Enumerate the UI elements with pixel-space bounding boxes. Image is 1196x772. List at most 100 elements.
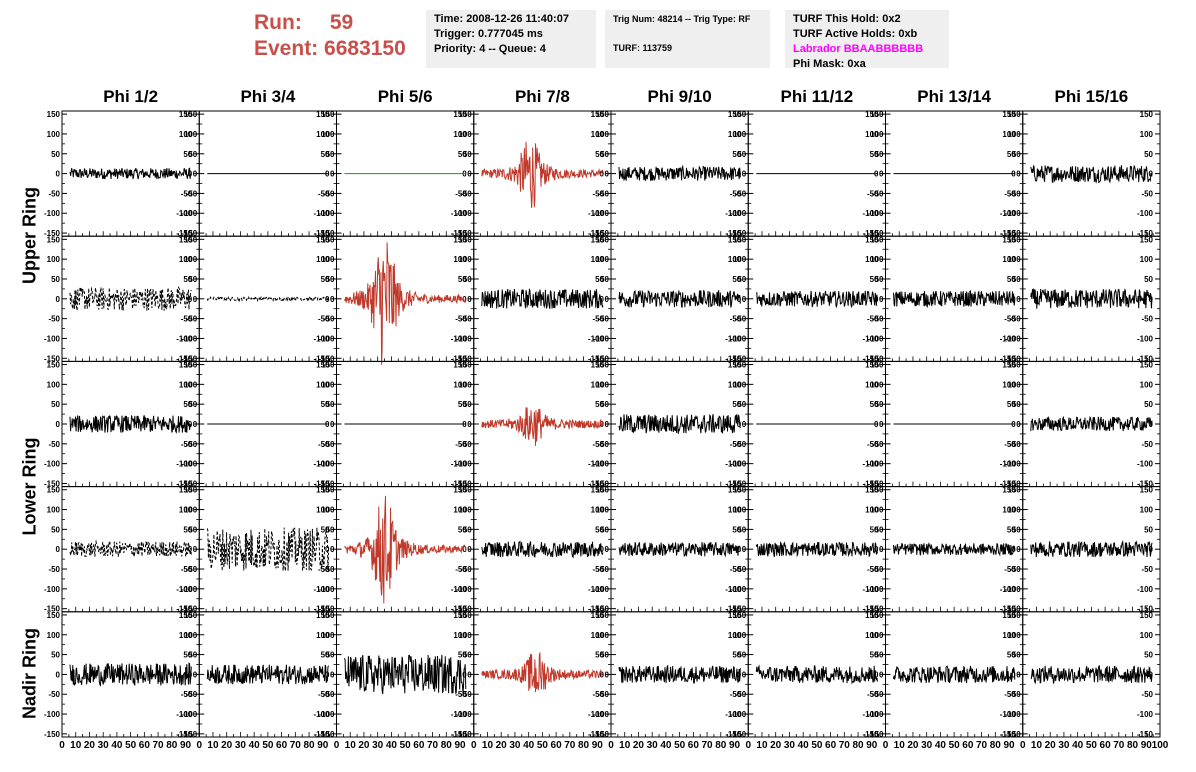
ytick-label: 0 [879, 670, 884, 679]
ytick-label: -50 [460, 440, 472, 449]
ytick-label: -100 [593, 585, 610, 594]
ytick-label-right: -150 [1000, 479, 1017, 488]
ytick-label-right: -50 [592, 690, 604, 699]
ytick-label-right: 100 [865, 255, 879, 264]
ytick-label: -150 [867, 479, 884, 488]
xtick-label: 20 [496, 740, 508, 751]
ytick-label-right: 150 [591, 110, 605, 119]
ytick-label: 50 [875, 275, 884, 284]
ytick-label: -100 [181, 710, 198, 719]
ytick-label: 0 [330, 170, 335, 179]
ytick-label-right: 50 [870, 400, 879, 409]
ytick-label-right: 150 [453, 611, 467, 620]
ytick-label-right: -100 [1000, 460, 1017, 469]
ytick-label-right: -150 [1000, 229, 1017, 238]
ytick-label-right: 50 [458, 525, 467, 534]
ytick-label: 50 [737, 400, 746, 409]
ytick-label: 50 [51, 651, 60, 660]
ytick-label-right: 50 [458, 275, 467, 284]
xtick-label: 40 [1072, 740, 1084, 751]
ytick-label-right: -50 [592, 189, 604, 198]
ytick-label: -150 [44, 730, 61, 739]
xtick-label: 80 [578, 740, 590, 751]
ytick-label: 50 [326, 525, 335, 534]
ytick-label-right: -150 [1137, 605, 1154, 614]
ytick-label-right: 150 [453, 235, 467, 244]
waveform-trace [618, 289, 741, 308]
ytick-label-right: -150 [1137, 479, 1154, 488]
xtick-label: 80 [990, 740, 1002, 751]
waveform-trace [618, 664, 741, 684]
ytick-label: 0 [879, 420, 884, 429]
ytick-label: 100 [596, 255, 610, 264]
waveform-trace [344, 242, 467, 365]
waveform-trace [344, 495, 467, 604]
ytick-label-right: -50 [318, 440, 330, 449]
ytick-label: -50 [186, 440, 198, 449]
ytick-label-right: 100 [591, 506, 605, 515]
ytick-label-right: 100 [453, 631, 467, 640]
ytick-label: -100 [44, 585, 61, 594]
ytick-label: 50 [51, 525, 60, 534]
ytick-label-right: -150 [725, 605, 742, 614]
trig-num-text: Trig Num: 48214 -- Trig Type: RF [613, 14, 751, 24]
ytick-label: 150 [47, 486, 61, 495]
ytick-label-right: 100 [179, 380, 193, 389]
ytick-label: 50 [463, 525, 472, 534]
ytick-label: -100 [44, 710, 61, 719]
xtick-label: 70 [290, 740, 302, 751]
ytick-label: 100 [321, 631, 335, 640]
ytick-label-right: -100 [451, 334, 468, 343]
ytick-label-right: -100 [176, 710, 193, 719]
ytick-label-right: 100 [728, 130, 742, 139]
xtick-label: 20 [770, 740, 782, 751]
ytick-label: -50 [597, 440, 609, 449]
ytick-label-right: -50 [181, 315, 193, 324]
ytick-label: -150 [1005, 605, 1022, 614]
ytick-label: 50 [1012, 275, 1021, 284]
xtick-label: 0 [1020, 740, 1026, 751]
xtick-label: 70 [1113, 740, 1125, 751]
ytick-label-right: -150 [1137, 229, 1154, 238]
xtick-label: 10 [894, 740, 906, 751]
ytick-label-right: -100 [725, 710, 742, 719]
ytick-label: 0 [330, 670, 335, 679]
ytick-label: -150 [181, 605, 198, 614]
ytick-label: 0 [193, 545, 198, 554]
ytick-label: 150 [1007, 486, 1021, 495]
ytick-label-right: 150 [179, 361, 193, 370]
ytick-label-right: -100 [313, 334, 330, 343]
ytick-label-right: 150 [728, 611, 742, 620]
xtick-label: 40 [935, 740, 947, 751]
ytick-label: -50 [872, 189, 884, 198]
ytick-label-right: -50 [730, 690, 742, 699]
ytick-label: 150 [184, 235, 198, 244]
waveform-trace [1030, 288, 1153, 309]
ytick-label: -150 [181, 730, 198, 739]
ytick-label-right: 50 [321, 275, 330, 284]
ytick-label: 100 [596, 380, 610, 389]
ytick-label-right: -150 [1000, 354, 1017, 363]
ytick-label: -50 [597, 315, 609, 324]
ytick-label-right: -50 [730, 315, 742, 324]
ytick-label-right: 50 [1007, 150, 1016, 159]
ytick-label-right: -150 [1137, 354, 1154, 363]
ytick-label-right: 100 [728, 255, 742, 264]
ytick-label-right: -50 [1141, 315, 1153, 324]
xtick-label: 70 [427, 740, 439, 751]
ytick-label: -150 [1005, 479, 1022, 488]
ytick-label-right: 100 [728, 380, 742, 389]
ytick-label: -50 [597, 565, 609, 574]
ytick-label-right: 100 [1140, 255, 1154, 264]
xtick-label: 90 [180, 740, 192, 751]
ytick-label-right: -50 [730, 189, 742, 198]
ytick-label-right: 100 [591, 380, 605, 389]
xtick-label: 10 [756, 740, 768, 751]
ytick-label: -150 [44, 479, 61, 488]
